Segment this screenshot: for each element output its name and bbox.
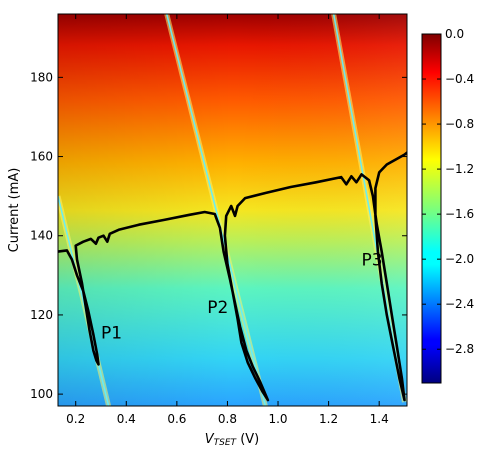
y-tick-label: 100: [30, 387, 53, 401]
x-axis-label: VTSET (V): [205, 432, 259, 448]
x-tick-label: 1.4: [370, 412, 389, 426]
y-tick-label: 140: [30, 229, 53, 243]
x-tick-label: 0.8: [218, 412, 237, 426]
mode-hop-lines: [58, 14, 407, 406]
plot-frame: [57, 13, 408, 407]
black-curve: [58, 151, 407, 402]
x-tick-label: 1.2: [319, 412, 338, 426]
annotation-p3: P3: [361, 250, 382, 270]
colorbar-tick-label: −0.8: [445, 117, 474, 131]
colorbar: 0.0 −0.4 −0.8 −1.2 −1.6 −2.0 −2.4 −2.8: [421, 27, 474, 384]
y-tick-label: 160: [30, 150, 53, 164]
colorbar-gradient: [421, 33, 442, 384]
y-axis-label: Current (mA): [7, 168, 22, 253]
black-curve-layer: [58, 151, 407, 402]
colorbar-tick-label: 0.0: [445, 27, 464, 41]
mode-hop-line-3: [332, 14, 406, 403]
y-tick-label: 180: [30, 70, 53, 84]
colorbar-tick-label: −2.4: [445, 297, 474, 311]
x-tick-label: 0.6: [167, 412, 186, 426]
colorbar-ticks: 0.0 −0.4 −0.8 −1.2 −1.6 −2.0 −2.4 −2.8: [422, 27, 474, 356]
annotation-p1: P1: [101, 324, 122, 344]
colorbar-tick-label: −1.2: [445, 162, 474, 176]
mode-hop-line-1: [58, 195, 110, 406]
colorbar-tick-label: −1.6: [445, 207, 474, 221]
plot-area: [57, 13, 408, 407]
colorbar-tick-label: −2.8: [445, 342, 474, 356]
y-tick-label: 120: [30, 308, 53, 322]
mode-hop-line-2: [165, 14, 267, 406]
annotation-p2: P2: [207, 298, 228, 318]
x-tick-label: 0.2: [66, 412, 85, 426]
x-axis: 0.2 0.4 0.6 0.8 1.0 1.2 1.4: [66, 14, 389, 426]
colorbar-tick-label: −2.0: [445, 252, 474, 266]
y-axis: 100 120 140 160 180: [30, 70, 407, 401]
annotations: P1 P2 P3: [101, 250, 383, 343]
x-tick-label: 0.4: [117, 412, 136, 426]
x-tick-label: 1.0: [268, 412, 287, 426]
colorbar-tick-label: −0.4: [445, 72, 474, 86]
